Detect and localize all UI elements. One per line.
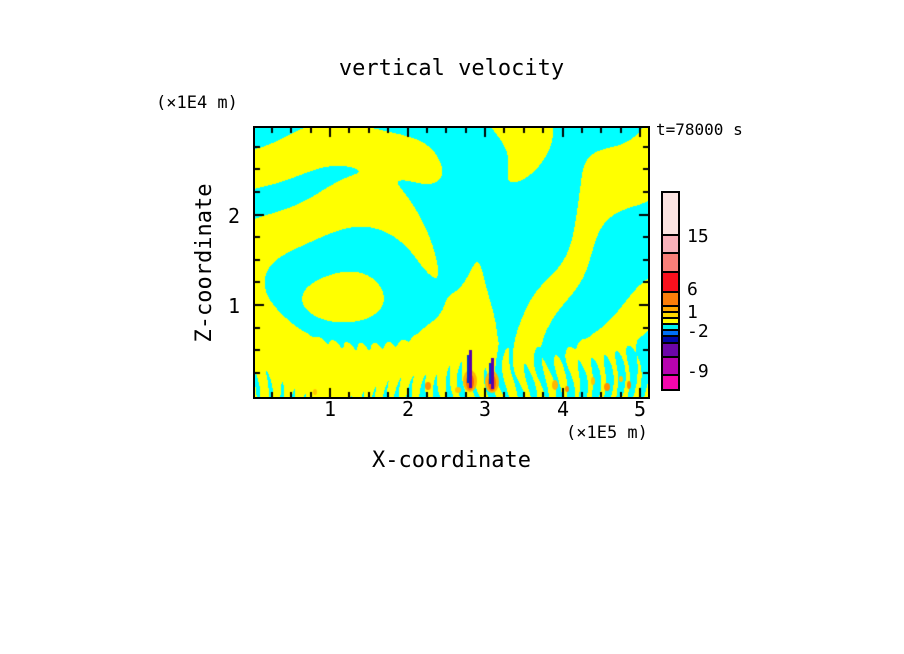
colorbar-segment [663,234,678,252]
x-tick-label: 3 [478,397,492,421]
x-tick-label: 5 [633,397,647,421]
colorbar-tick-label: -9 [687,361,709,382]
vertical-velocity-field-image [255,128,648,397]
colorbar [661,191,680,391]
colorbar-tick-label: 6 [687,279,698,300]
colorbar-tick-label: 15 [687,226,709,247]
colorbar-segment [663,305,678,311]
colorbar-segment [663,317,678,323]
colorbar-tick-label: -2 [687,321,709,342]
colorbar-segment [663,374,678,389]
x-axis-title: X-coordinate [372,448,531,473]
x-tick-label: 1 [323,397,337,421]
z-tick-label: 2 [227,204,240,228]
x-axis-unit-label: (×1E5 m) [566,423,648,443]
colorbar-segment [663,342,678,356]
colorbar-segment [663,252,678,271]
z-tick-label: 1 [227,294,240,318]
colorbar-segment [663,356,678,374]
time-annotation: t=78000 s [656,120,743,139]
plot-title: vertical velocity [338,56,565,81]
colorbar-segment [663,335,678,342]
z-axis-unit-label: (×1E4 m) [156,93,238,113]
x-tick-label: 4 [556,397,570,421]
colorbar-segment [663,193,678,234]
colorbar-segment [663,271,678,291]
plot-area [253,126,650,399]
colorbar-segment [663,311,678,317]
x-tick-label: 2 [401,397,415,421]
colorbar-segment [663,323,678,329]
colorbar-segment [663,329,678,335]
colorbar-tick-label: 1 [687,302,698,323]
colorbar-segment [663,291,678,305]
z-axis-title: Z-coordinate [192,183,217,343]
